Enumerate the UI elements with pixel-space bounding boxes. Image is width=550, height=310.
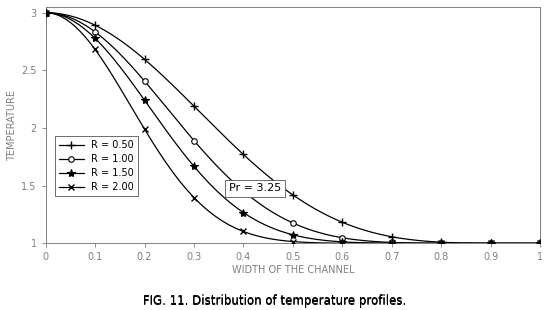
Text: FIG. 11. Distribution of temperature profiles.: FIG. 11. Distribution of temperature pro… — [144, 294, 406, 307]
Legend: R = 0.50, R = 1.00, R = 1.50, R = 2.00: R = 0.50, R = 1.00, R = 1.50, R = 2.00 — [56, 136, 138, 196]
Text: FIG. 11. Distribution of temperature profiles.: FIG. 11. Distribution of temperature pro… — [144, 295, 406, 308]
Y-axis label: TEMPERATURE: TEMPERATURE — [7, 90, 17, 161]
Text: Pr = 3.25: Pr = 3.25 — [229, 184, 281, 193]
X-axis label: WIDTH OF THE CHANNEL: WIDTH OF THE CHANNEL — [232, 265, 354, 275]
